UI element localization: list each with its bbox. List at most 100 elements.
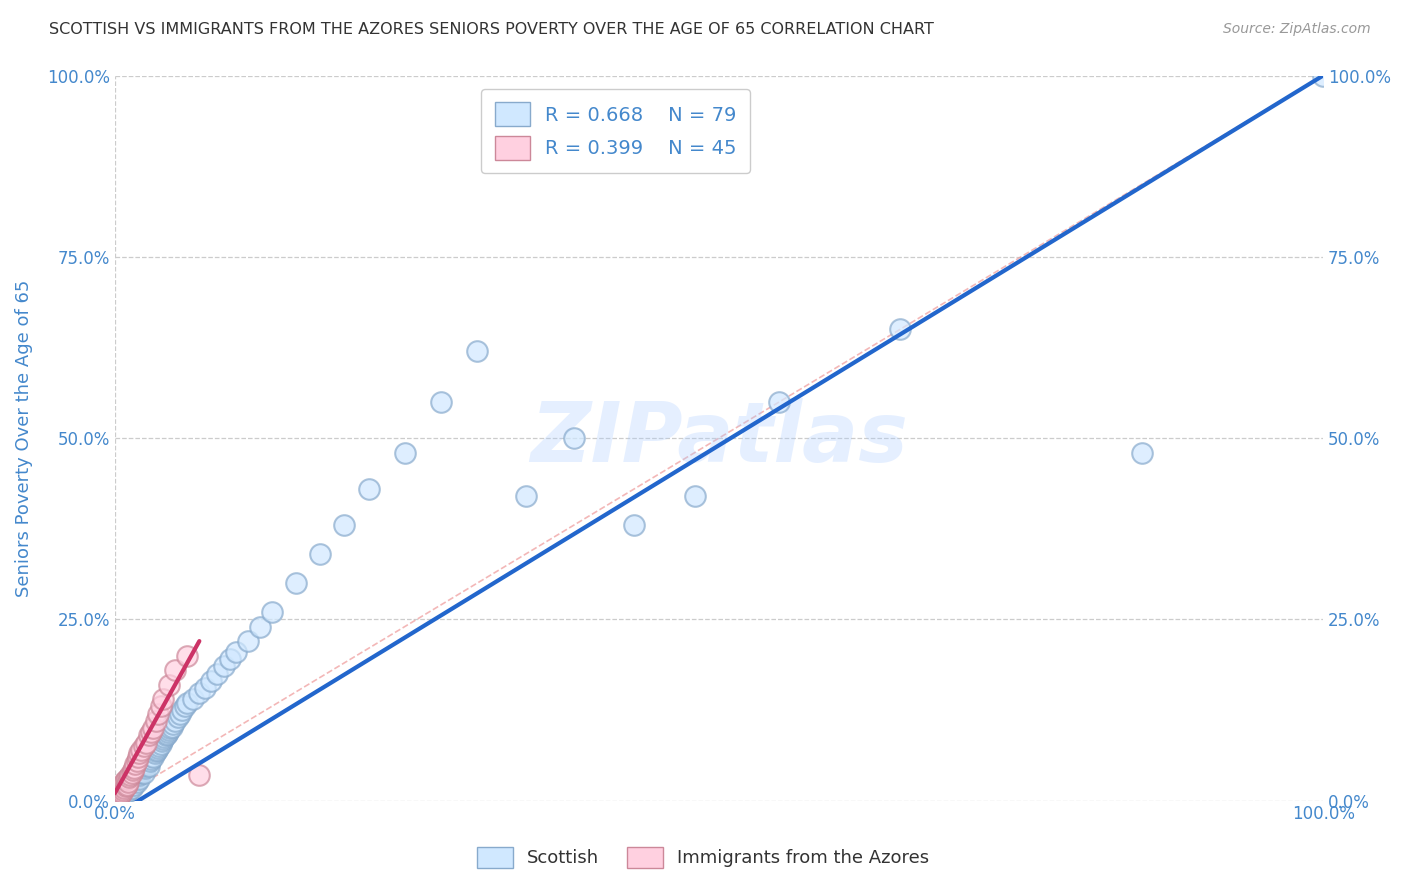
Text: Source: ZipAtlas.com: Source: ZipAtlas.com: [1223, 22, 1371, 37]
Point: [117, 775, 139, 789]
Point: [162, 717, 184, 731]
Point: [309, 547, 332, 561]
Point: [394, 445, 416, 459]
Point: [114, 779, 136, 793]
Point: [129, 766, 152, 780]
Point: [150, 734, 173, 748]
Point: [134, 759, 156, 773]
Point: [152, 692, 174, 706]
Point: [1130, 445, 1153, 459]
Point: [623, 518, 645, 533]
Point: [125, 754, 148, 768]
Point: [115, 772, 138, 786]
Point: [135, 757, 157, 772]
Point: [122, 775, 145, 789]
Point: [152, 731, 174, 746]
Point: [112, 782, 135, 797]
Point: [105, 786, 128, 800]
Point: [225, 645, 247, 659]
Point: [118, 771, 141, 785]
Point: [120, 768, 142, 782]
Point: [104, 788, 127, 802]
Point: [562, 431, 585, 445]
Point: [515, 489, 537, 503]
Point: [430, 394, 453, 409]
Point: [148, 706, 170, 721]
Point: [141, 748, 163, 763]
Point: [181, 692, 204, 706]
Point: [108, 788, 131, 802]
Point: [148, 739, 170, 754]
Y-axis label: Seniors Poverty Over the Age of 65: Seniors Poverty Over the Age of 65: [15, 279, 32, 597]
Point: [165, 663, 187, 677]
Point: [218, 652, 240, 666]
Point: [172, 703, 194, 717]
Point: [125, 775, 148, 789]
Point: [115, 778, 138, 792]
Point: [132, 739, 155, 754]
Point: [188, 768, 211, 782]
Point: [260, 605, 283, 619]
Point: [683, 489, 706, 503]
Point: [156, 724, 179, 739]
Point: [112, 775, 135, 789]
Point: [134, 761, 156, 775]
Point: [107, 785, 129, 799]
Point: [149, 737, 172, 751]
Point: [111, 788, 134, 802]
Point: [889, 322, 911, 336]
Point: [131, 763, 153, 777]
Point: [173, 699, 195, 714]
Point: [127, 771, 149, 785]
Legend: R = 0.668    N = 79, R = 0.399    N = 45: R = 0.668 N = 79, R = 0.399 N = 45: [481, 89, 751, 173]
Point: [357, 482, 380, 496]
Point: [142, 750, 165, 764]
Point: [139, 754, 162, 768]
Point: [135, 736, 157, 750]
Point: [188, 686, 211, 700]
Point: [145, 714, 167, 728]
Legend: Scottish, Immigrants from the Azores: Scottish, Immigrants from the Azores: [465, 836, 941, 879]
Point: [236, 634, 259, 648]
Point: [121, 766, 143, 780]
Point: [333, 518, 356, 533]
Point: [249, 619, 271, 633]
Point: [108, 782, 131, 797]
Point: [145, 744, 167, 758]
Point: [122, 763, 145, 777]
Point: [128, 768, 150, 782]
Point: [114, 786, 136, 800]
Point: [207, 666, 229, 681]
Point: [136, 756, 159, 770]
Point: [110, 782, 132, 797]
Point: [128, 772, 150, 786]
Point: [285, 576, 308, 591]
Point: [110, 786, 132, 800]
Point: [138, 728, 160, 742]
Point: [124, 757, 146, 772]
Point: [768, 394, 790, 409]
Point: [111, 785, 134, 799]
Point: [132, 766, 155, 780]
Point: [128, 747, 150, 761]
Point: [122, 761, 145, 775]
Point: [122, 772, 145, 786]
Point: [155, 728, 177, 742]
Point: [107, 789, 129, 804]
Point: [107, 789, 129, 804]
Point: [120, 779, 142, 793]
Point: [153, 730, 176, 744]
Text: SCOTTISH VS IMMIGRANTS FROM THE AZORES SENIORS POVERTY OVER THE AGE OF 65 CORREL: SCOTTISH VS IMMIGRANTS FROM THE AZORES S…: [49, 22, 934, 37]
Point: [122, 778, 145, 792]
Point: [143, 747, 166, 761]
Point: [127, 750, 149, 764]
Point: [176, 696, 198, 710]
Point: [131, 743, 153, 757]
Point: [124, 773, 146, 788]
Point: [139, 751, 162, 765]
Point: [159, 721, 181, 735]
Point: [142, 721, 165, 735]
Point: [115, 778, 138, 792]
Point: [112, 778, 135, 792]
Point: [112, 780, 135, 795]
